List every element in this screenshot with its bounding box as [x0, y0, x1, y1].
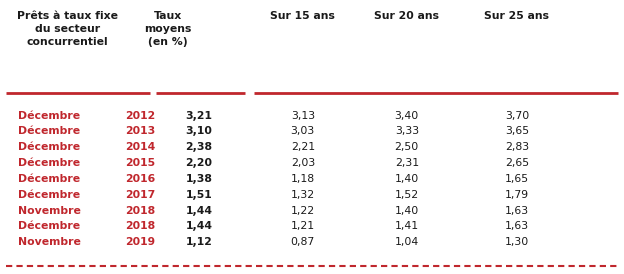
Text: Sur 15 ans: Sur 15 ans: [270, 11, 335, 21]
Text: Taux
moyens
(en %): Taux moyens (en %): [145, 11, 192, 47]
Text: 1,40: 1,40: [394, 174, 419, 184]
Text: 2018: 2018: [125, 206, 155, 216]
Text: Décembre: Décembre: [19, 110, 80, 121]
Text: 3,70: 3,70: [505, 110, 529, 121]
Text: 2,50: 2,50: [394, 142, 419, 152]
Text: 2015: 2015: [125, 158, 155, 168]
Text: 1,30: 1,30: [505, 237, 529, 247]
Text: 3,65: 3,65: [505, 126, 529, 136]
Text: Novembre: Novembre: [19, 206, 81, 216]
Text: Prêts à taux fixe
du secteur
concurrentiel: Prêts à taux fixe du secteur concurrenti…: [17, 11, 118, 47]
Text: Décembre: Décembre: [19, 221, 80, 232]
Text: Décembre: Décembre: [19, 126, 80, 136]
Text: 1,63: 1,63: [505, 221, 529, 232]
Text: 1,04: 1,04: [394, 237, 419, 247]
Text: 1,63: 1,63: [505, 206, 529, 216]
Text: 1,18: 1,18: [291, 174, 315, 184]
Text: 2,31: 2,31: [395, 158, 419, 168]
Text: 2,03: 2,03: [291, 158, 315, 168]
Text: 2014: 2014: [125, 142, 156, 152]
Text: Sur 20 ans: Sur 20 ans: [374, 11, 439, 21]
Text: 2,38: 2,38: [185, 142, 212, 152]
Text: 1,52: 1,52: [395, 190, 419, 200]
Text: 2,83: 2,83: [505, 142, 529, 152]
Text: 2,65: 2,65: [505, 158, 529, 168]
Text: 2,21: 2,21: [291, 142, 315, 152]
Text: 2012: 2012: [125, 110, 156, 121]
Text: 3,33: 3,33: [395, 126, 419, 136]
Text: 1,32: 1,32: [291, 190, 315, 200]
Text: 1,22: 1,22: [291, 206, 315, 216]
Text: 1,40: 1,40: [394, 206, 419, 216]
Text: 3,40: 3,40: [394, 110, 419, 121]
Text: 1,65: 1,65: [505, 174, 529, 184]
Text: 2013: 2013: [125, 126, 156, 136]
Text: 2,20: 2,20: [185, 158, 212, 168]
Text: Décembre: Décembre: [19, 174, 80, 184]
Text: 3,10: 3,10: [185, 126, 212, 136]
Text: Décembre: Décembre: [19, 142, 80, 152]
Text: Novembre: Novembre: [19, 237, 81, 247]
Text: Sur 25 ans: Sur 25 ans: [484, 11, 549, 21]
Text: Décembre: Décembre: [19, 190, 80, 200]
Text: 1,41: 1,41: [395, 221, 419, 232]
Text: 1,21: 1,21: [291, 221, 315, 232]
Text: 1,79: 1,79: [505, 190, 529, 200]
Text: 0,87: 0,87: [291, 237, 315, 247]
Text: 1,44: 1,44: [185, 221, 212, 232]
Text: 3,21: 3,21: [185, 110, 212, 121]
Text: 2018: 2018: [125, 221, 155, 232]
Text: 1,44: 1,44: [185, 206, 212, 216]
Text: 3,03: 3,03: [291, 126, 315, 136]
Text: 3,13: 3,13: [291, 110, 315, 121]
Text: 2019: 2019: [125, 237, 155, 247]
Text: 1,12: 1,12: [185, 237, 212, 247]
Text: Décembre: Décembre: [19, 158, 80, 168]
Text: 1,38: 1,38: [185, 174, 212, 184]
Text: 2017: 2017: [125, 190, 156, 200]
Text: 1,51: 1,51: [185, 190, 212, 200]
Text: 2016: 2016: [125, 174, 156, 184]
